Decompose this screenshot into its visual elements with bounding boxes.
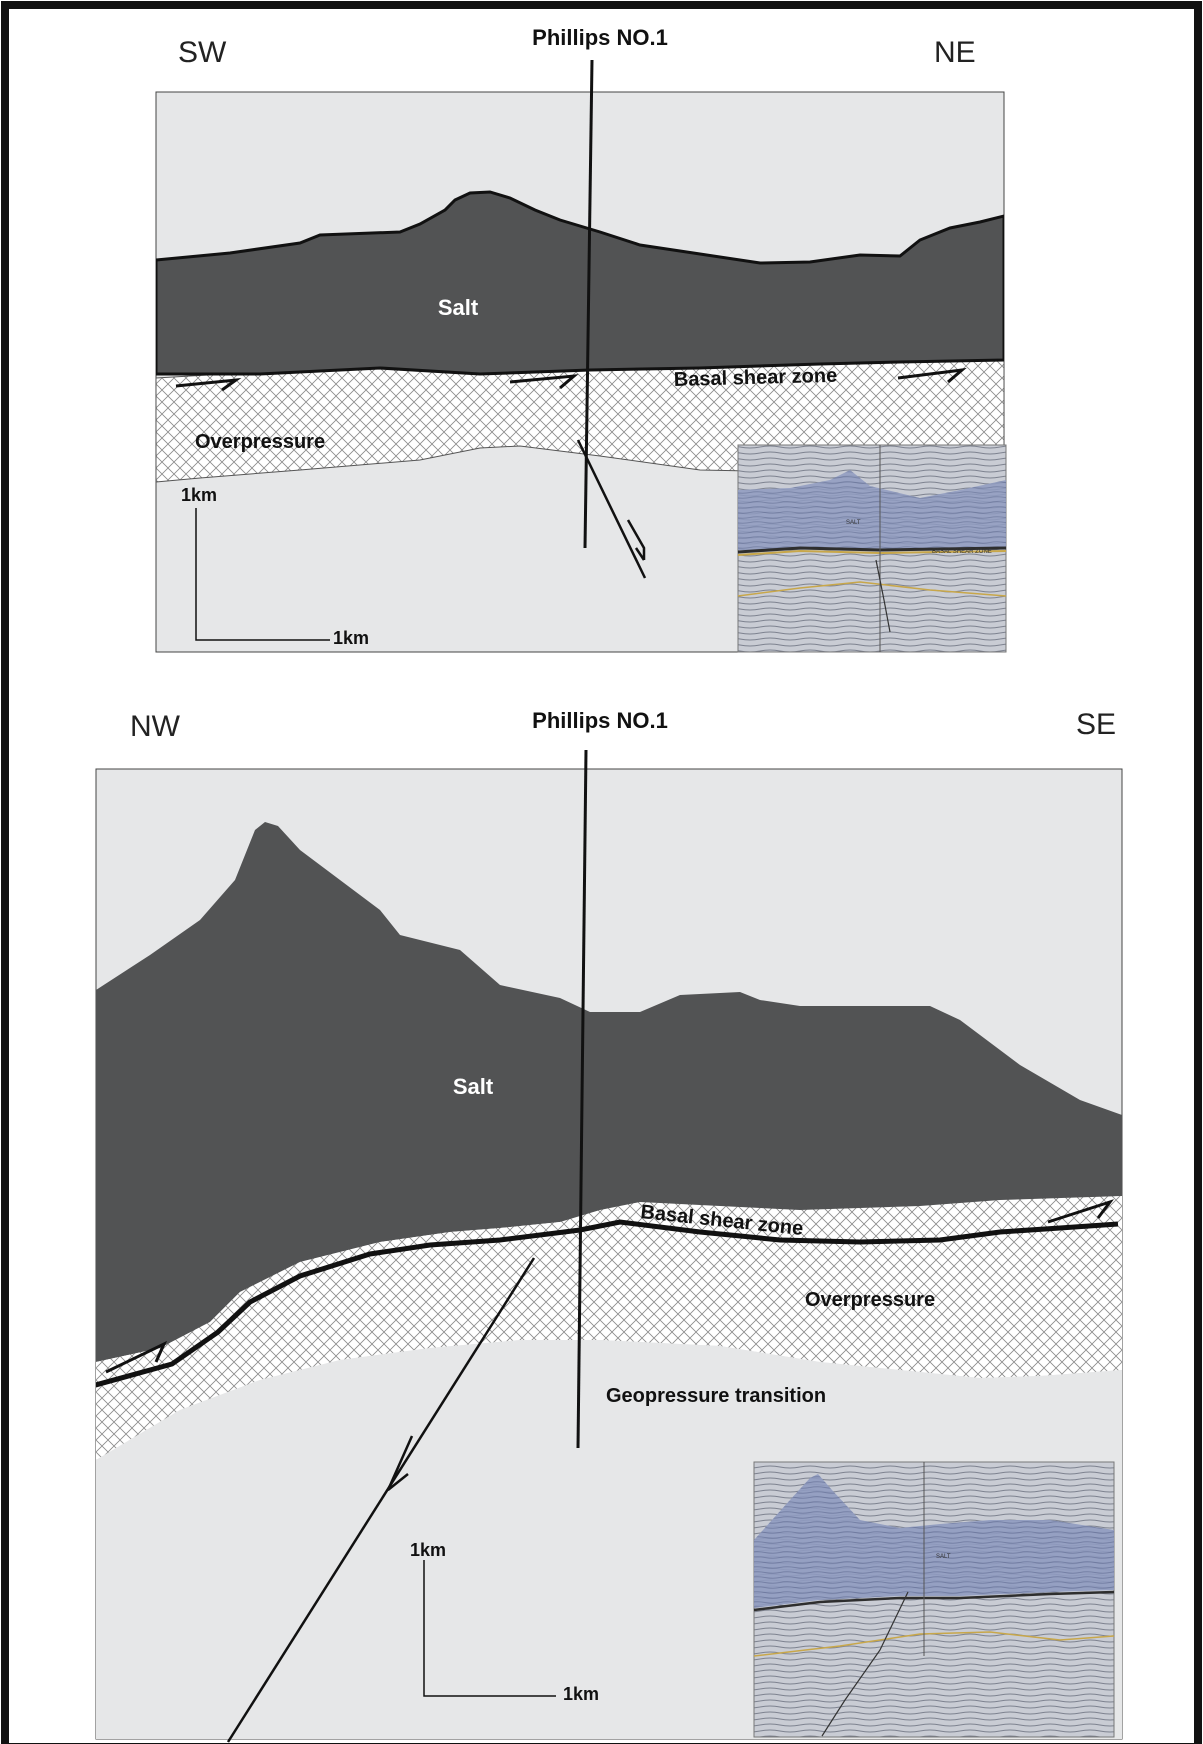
top-shear-arrow <box>175 377 242 392</box>
top-seismic-inset <box>737 444 1007 653</box>
top-scale-vertical: 1km <box>181 485 217 505</box>
bottom-shear-zone <box>96 1196 1122 1386</box>
top-scale-bar <box>195 508 330 641</box>
bottom-fault-line <box>226 1257 536 1743</box>
bottom-fault-arrow <box>386 1435 414 1491</box>
top-scale-horizontal: 1km <box>333 628 369 648</box>
bottom-seismic-inset <box>753 1461 1115 1738</box>
top-left-direction: SW <box>178 36 227 69</box>
bottom-left-direction: NW <box>130 710 181 743</box>
bottom-shear-arrow <box>105 1340 168 1374</box>
bottom-transition-label: Geopressure transition <box>606 1385 826 1407</box>
bottom-scale-horizontal: 1km <box>563 1684 599 1704</box>
bottom-overpressure-zone <box>96 1200 1122 1460</box>
top-salt-label: Salt <box>438 295 479 320</box>
top-section: SW NE Phillips NO.1 Salt Basal shear zon… <box>155 25 1007 653</box>
bottom-well-label: Phillips NO.1 <box>532 708 668 733</box>
top-salt-body <box>156 190 1004 376</box>
top-shear-label: Basal shear zone <box>674 365 838 391</box>
top-overpressure-label: Overpressure <box>195 431 325 453</box>
top-well-line <box>583 59 594 549</box>
bottom-salt-label: Salt <box>453 1074 494 1099</box>
top-inset-salt-label: SALT <box>846 520 861 526</box>
top-fault-arrow <box>626 519 646 561</box>
bottom-overpressure-label: Overpressure <box>805 1289 935 1311</box>
bottom-scale-bar <box>423 1560 556 1697</box>
bottom-scale-vertical: 1km <box>410 1540 446 1560</box>
bottom-right-direction: SE <box>1076 708 1116 741</box>
top-well-label: Phillips NO.1 <box>532 25 668 50</box>
bottom-well-line <box>576 749 588 1449</box>
bottom-shear-arrow <box>1047 1199 1115 1224</box>
top-fault-line <box>576 439 647 579</box>
top-right-direction: NE <box>934 36 976 69</box>
bottom-inset-salt-label: SALT <box>936 1554 951 1560</box>
top-shear-arrow <box>897 367 967 384</box>
bottom-section: NW SE Phillips NO.1 Salt Basal shear zon… <box>95 708 1123 1743</box>
top-inset-shear-label: BASAL SHEAR ZONE <box>932 549 992 555</box>
top-shear-arrow <box>509 374 579 390</box>
bottom-salt-body <box>96 822 1122 1362</box>
